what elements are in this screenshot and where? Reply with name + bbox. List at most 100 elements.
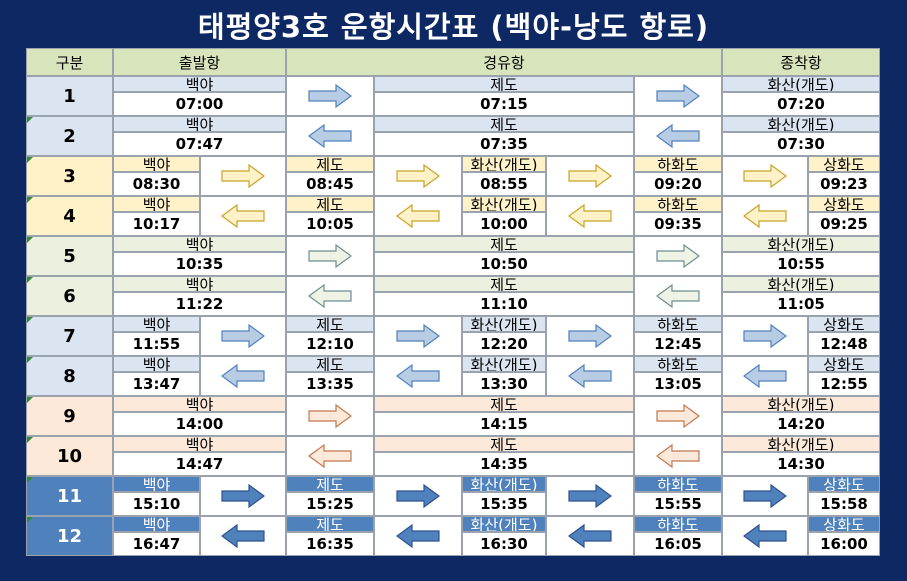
stop-name: 화산(개도) bbox=[462, 156, 546, 172]
stop-name: 백야 bbox=[113, 516, 200, 532]
stop-name: 백야 bbox=[113, 116, 286, 132]
arrow-cell bbox=[634, 116, 722, 156]
arrow-right-icon bbox=[221, 484, 265, 508]
stop-time: 09:20 bbox=[634, 172, 722, 196]
arrow-left-icon bbox=[568, 524, 612, 548]
stop-time: 12:48 bbox=[808, 332, 880, 356]
stop-time: 14:30 bbox=[722, 452, 880, 476]
row-number: 11 bbox=[26, 476, 113, 516]
cell-marker bbox=[27, 117, 33, 123]
cell-marker bbox=[27, 357, 33, 363]
stop-name: 상화도 bbox=[808, 516, 880, 532]
arrow-cell bbox=[634, 236, 722, 276]
arrow-cell bbox=[200, 476, 286, 516]
arrow-cell bbox=[286, 76, 374, 116]
arrow-left-icon bbox=[656, 124, 700, 148]
stop-time: 12:20 bbox=[462, 332, 546, 356]
stop-name: 상화도 bbox=[808, 156, 880, 172]
arrow-left-icon bbox=[656, 444, 700, 468]
arrow-cell bbox=[722, 516, 808, 556]
stop-time: 14:20 bbox=[722, 412, 880, 436]
stop-time: 12:45 bbox=[634, 332, 722, 356]
arrow-cell bbox=[722, 476, 808, 516]
stop-time: 07:47 bbox=[113, 132, 286, 156]
arrow-cell bbox=[546, 356, 634, 396]
stop-time: 14:00 bbox=[113, 412, 286, 436]
stop-time: 10:05 bbox=[286, 212, 374, 236]
arrow-right-icon bbox=[221, 324, 265, 348]
row-number: 4 bbox=[26, 196, 113, 236]
stop-time: 11:10 bbox=[374, 292, 634, 316]
stop-name: 백야 bbox=[113, 316, 200, 332]
arrow-cell bbox=[634, 436, 722, 476]
arrow-cell bbox=[286, 396, 374, 436]
arrow-right-icon bbox=[656, 404, 700, 428]
arrow-cell bbox=[722, 196, 808, 236]
arrow-left-icon bbox=[308, 284, 352, 308]
stop-name: 백야 bbox=[113, 436, 286, 452]
row-number: 6 bbox=[26, 276, 113, 316]
stop-name: 하화도 bbox=[634, 516, 722, 532]
stop-time: 10:50 bbox=[374, 252, 634, 276]
cell-marker bbox=[27, 517, 33, 523]
stop-time: 13:35 bbox=[286, 372, 374, 396]
arrow-cell bbox=[546, 516, 634, 556]
stop-time: 15:10 bbox=[113, 492, 200, 516]
arrow-cell bbox=[374, 156, 462, 196]
arrow-cell bbox=[722, 356, 808, 396]
stop-name: 백야 bbox=[113, 276, 286, 292]
stop-name: 상화도 bbox=[808, 476, 880, 492]
arrow-cell bbox=[200, 156, 286, 196]
stop-name: 제도 bbox=[374, 116, 634, 132]
stop-time: 07:30 bbox=[722, 132, 880, 156]
arrow-right-icon bbox=[743, 324, 787, 348]
stop-time: 15:55 bbox=[634, 492, 722, 516]
stop-name: 백야 bbox=[113, 476, 200, 492]
arrow-right-icon bbox=[743, 484, 787, 508]
row-number: 2 bbox=[26, 116, 113, 156]
stop-name: 백야 bbox=[113, 156, 200, 172]
stop-time: 16:47 bbox=[113, 532, 200, 556]
stop-time: 15:25 bbox=[286, 492, 374, 516]
stop-time: 16:05 bbox=[634, 532, 722, 556]
stop-name: 하화도 bbox=[634, 316, 722, 332]
arrow-right-icon bbox=[396, 164, 440, 188]
header-no: 구분 bbox=[26, 48, 113, 76]
stop-time: 10:17 bbox=[113, 212, 200, 236]
stop-time: 16:30 bbox=[462, 532, 546, 556]
stop-time: 10:35 bbox=[113, 252, 286, 276]
arrow-cell bbox=[374, 476, 462, 516]
header-destination: 종착항 bbox=[722, 48, 880, 76]
stop-time: 08:55 bbox=[462, 172, 546, 196]
stop-name: 백야 bbox=[113, 396, 286, 412]
stop-time: 11:05 bbox=[722, 292, 880, 316]
cell-marker bbox=[27, 157, 33, 163]
header-origin: 출발항 bbox=[113, 48, 286, 76]
stop-name: 제도 bbox=[286, 516, 374, 532]
stop-time: 08:30 bbox=[113, 172, 200, 196]
header-via: 경유항 bbox=[286, 48, 722, 76]
arrow-cell bbox=[634, 76, 722, 116]
arrow-cell bbox=[286, 236, 374, 276]
arrow-left-icon bbox=[396, 204, 440, 228]
arrow-right-icon bbox=[221, 164, 265, 188]
stop-name: 백야 bbox=[113, 196, 200, 212]
arrow-left-icon bbox=[308, 124, 352, 148]
arrow-right-icon bbox=[396, 484, 440, 508]
stop-time: 13:30 bbox=[462, 372, 546, 396]
stop-name: 제도 bbox=[286, 476, 374, 492]
arrow-left-icon bbox=[221, 524, 265, 548]
arrow-cell bbox=[374, 196, 462, 236]
stop-time: 13:05 bbox=[634, 372, 722, 396]
arrow-left-icon bbox=[743, 364, 787, 388]
stop-name: 제도 bbox=[374, 236, 634, 252]
stop-name: 화산(개도) bbox=[722, 236, 880, 252]
stop-time: 10:55 bbox=[722, 252, 880, 276]
arrow-cell bbox=[722, 316, 808, 356]
stop-time: 09:35 bbox=[634, 212, 722, 236]
stop-time: 09:23 bbox=[808, 172, 880, 196]
row-number: 5 bbox=[26, 236, 113, 276]
cell-marker bbox=[27, 277, 33, 283]
arrow-cell bbox=[374, 356, 462, 396]
stop-time: 07:35 bbox=[374, 132, 634, 156]
